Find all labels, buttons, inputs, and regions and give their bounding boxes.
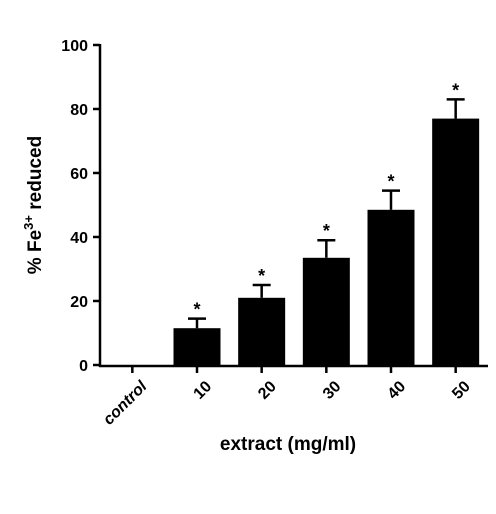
bar (302, 257, 350, 365)
bars: * * * * * (173, 80, 480, 365)
x-tick-label: 50 (449, 378, 474, 403)
significance-marker: * (323, 221, 330, 241)
y-axis-title-sup: 3+ (21, 215, 36, 230)
y-axis-title-suffix: reduced (25, 136, 46, 215)
x-axis: control 10 20 30 40 50 (99, 364, 488, 429)
significance-marker: * (387, 172, 394, 192)
y-axis: 0 20 40 60 80 100 (61, 38, 102, 375)
bar (173, 328, 221, 365)
x-tick-label: 20 (255, 378, 280, 403)
y-axis-title-prefix: % Fe (25, 230, 46, 274)
y-tick-label: 100 (61, 38, 88, 55)
x-tick-label: 40 (385, 378, 410, 403)
y-tick-label: 60 (70, 166, 88, 183)
significance-marker: * (258, 266, 265, 286)
x-axis-title: extract (mg/ml) (220, 434, 356, 455)
bar (238, 297, 286, 365)
y-axis-title: % Fe3+ reduced (21, 136, 46, 274)
x-tick-label: 10 (191, 378, 216, 403)
significance-marker: * (452, 80, 459, 100)
y-tick-label: 20 (70, 294, 88, 311)
y-tick-label: 40 (70, 230, 88, 247)
bar (432, 118, 480, 365)
x-tick-label: 30 (320, 378, 345, 403)
bar (367, 209, 415, 365)
y-tick-label: 0 (79, 358, 88, 375)
x-tick-label: control (100, 378, 151, 429)
significance-marker: * (193, 300, 200, 320)
y-tick-label: 80 (70, 102, 88, 119)
